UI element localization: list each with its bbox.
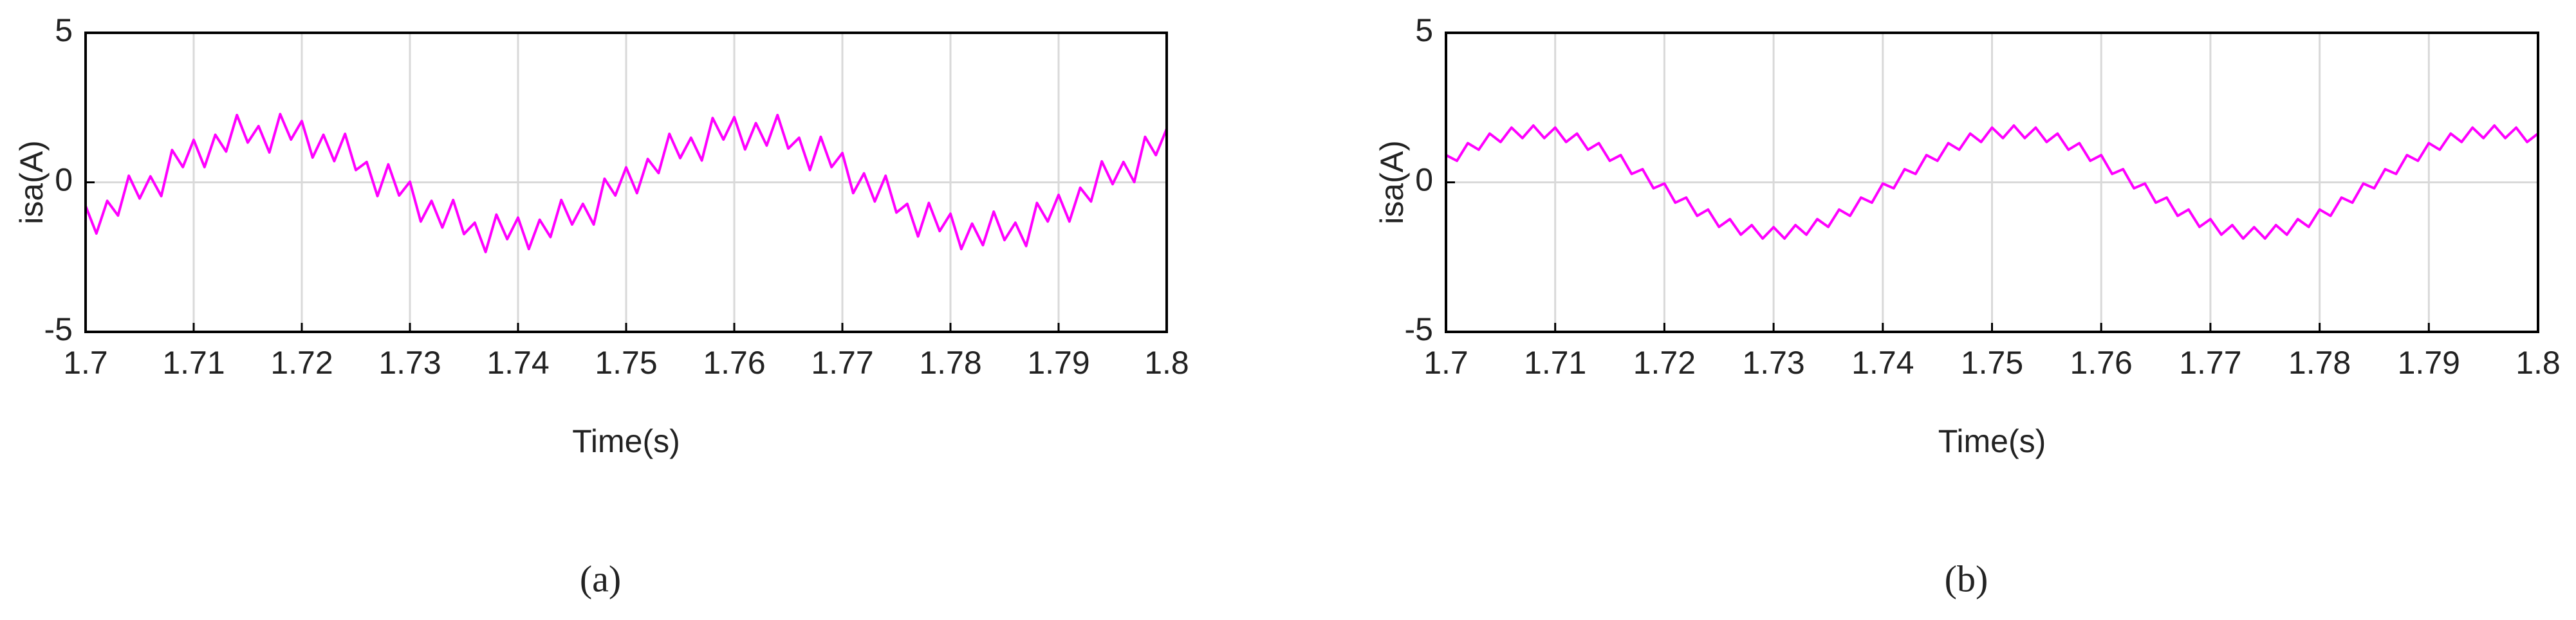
caption: (b)	[1945, 558, 1988, 599]
x-tick-label: 1.75	[595, 345, 657, 381]
x-tick-label: 1.7	[63, 345, 108, 381]
x-tick-label: 1.73	[378, 345, 441, 381]
plot-frame	[1445, 32, 2539, 333]
x-tick-label: 1.72	[270, 345, 333, 381]
x-tick-label: 1.8	[2516, 345, 2561, 381]
x-tick-label: 1.79	[2398, 345, 2460, 381]
x-axis-label: Time(s)	[1938, 423, 2046, 459]
x-tick-label: 1.7	[1423, 345, 1469, 381]
y-tick-label: 0	[55, 162, 73, 198]
x-tick-label: 1.76	[703, 345, 765, 381]
y-tick-label: -5	[44, 311, 73, 347]
x-tick-label: 1.78	[2288, 345, 2351, 381]
x-tick-label: 1.78	[919, 345, 981, 381]
y-tick-label: 0	[1415, 162, 1433, 198]
x-tick-label: 1.79	[1027, 345, 1089, 381]
y-axis-label: isa(A)	[1374, 140, 1410, 224]
x-axis-label: Time(s)	[572, 423, 680, 459]
x-tick-label: 1.72	[1633, 345, 1696, 381]
y-tick-label: 5	[55, 12, 73, 48]
data-line	[1445, 124, 2539, 240]
x-tick-label: 1.77	[2179, 345, 2241, 381]
x-tick-label: 1.74	[486, 345, 549, 381]
plot-frame	[84, 32, 1168, 333]
y-tick-label: 5	[1415, 12, 1433, 48]
x-tick-label: 1.71	[162, 345, 225, 381]
x-tick-label: 1.75	[1961, 345, 2023, 381]
caption: (a)	[580, 558, 621, 599]
y-tick-label: -5	[1405, 311, 1433, 347]
x-tick-label: 1.73	[1742, 345, 1804, 381]
x-tick-label: 1.71	[1524, 345, 1586, 381]
data-line	[84, 113, 1168, 253]
x-tick-label: 1.77	[811, 345, 873, 381]
x-tick-label: 1.74	[1851, 345, 1914, 381]
y-axis-label: isa(A)	[14, 140, 50, 224]
x-tick-label: 1.76	[2070, 345, 2133, 381]
x-tick-label: 1.8	[1144, 345, 1189, 381]
